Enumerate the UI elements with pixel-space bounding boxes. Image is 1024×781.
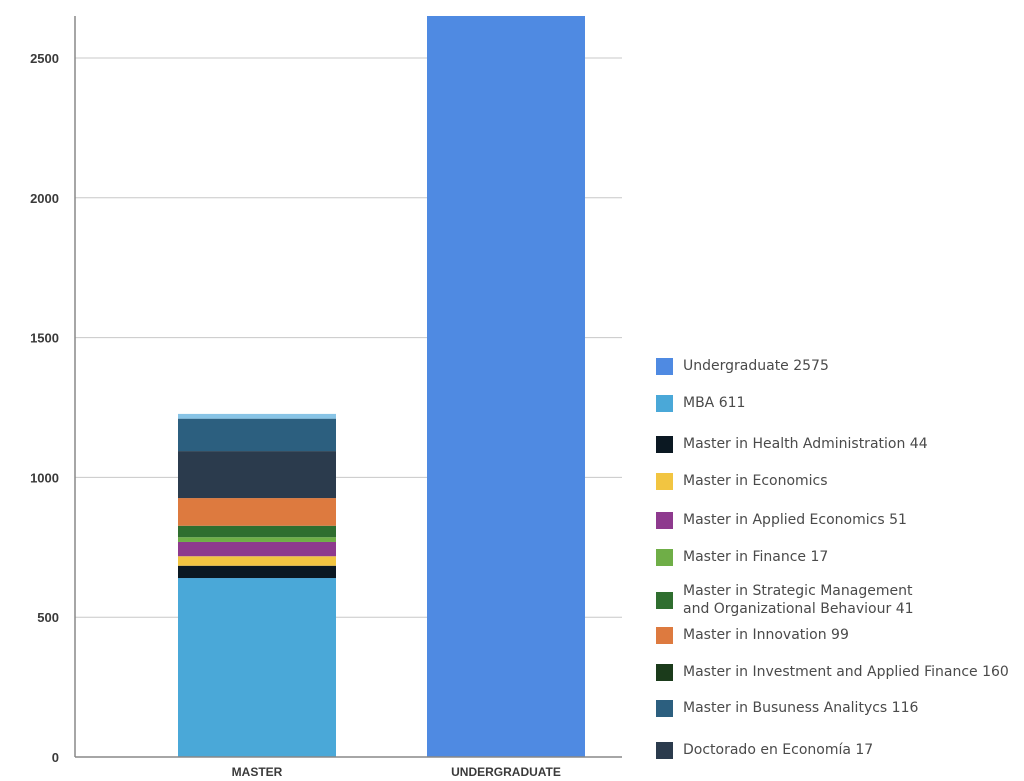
legend-item: Doctorado en Economía 17 [656, 741, 873, 759]
bar-segment [178, 498, 336, 526]
legend-swatch [656, 511, 673, 529]
bar-segment [178, 541, 336, 557]
bars [178, 16, 585, 757]
legend-label: Master in Economics [683, 473, 828, 489]
legend-label: Master in Investment and Applied Finance… [683, 664, 1009, 680]
legend-swatch [656, 548, 673, 566]
legend-label: Master in Finance 17 [683, 549, 829, 565]
bar-segment [178, 451, 336, 499]
bar-segment [178, 556, 336, 566]
legend-item: MBA 611 [656, 394, 745, 412]
y-tick-label: 0 [52, 750, 59, 765]
bar-segment [178, 578, 336, 757]
legend-label: Master in Strategic Management and Organ… [683, 583, 914, 617]
legend-swatch [656, 626, 673, 644]
bar-segment [427, 16, 585, 757]
x-category-label: MASTER [232, 765, 283, 779]
legend-item: Undergraduate 2575 [656, 357, 829, 375]
bar-segment [178, 413, 336, 419]
y-tick-label: 1500 [30, 331, 59, 346]
legend-label: Doctorado en Economía 17 [683, 742, 874, 758]
legend-swatch [656, 591, 673, 609]
legend-swatch [656, 435, 673, 453]
legend-item: Master in Applied Economics 51 [656, 511, 907, 529]
legend-item: Master in Investment and Applied Finance… [656, 663, 1009, 681]
y-tick-label: 2000 [30, 191, 59, 206]
x-category-label: UNDERGRADUATE [451, 765, 561, 779]
legend: Undergraduate 2575 MBA 611 Master in Healt… [656, 0, 1016, 781]
legend-swatch [656, 699, 673, 717]
bar-segment [178, 565, 336, 579]
legend-item: Master in Innovation 99 [656, 626, 849, 644]
legend-item: Master in Finance 17 [656, 548, 828, 566]
legend-label: Master in Health Administration 44 [683, 436, 928, 452]
legend-swatch [656, 472, 673, 490]
legend-label: MBA 611 [683, 395, 746, 411]
y-tick-label: 1000 [30, 470, 59, 485]
legend-label: Master in Applied Economics 51 [683, 512, 907, 528]
legend-swatch [656, 663, 673, 681]
legend-label: Undergraduate 2575 [683, 358, 829, 374]
legend-label: Master in Innovation 99 [683, 627, 849, 643]
legend-item: Master in Strategic Management and Organ… [656, 582, 914, 618]
y-tick-label: 500 [37, 610, 59, 625]
legend-swatch [656, 357, 673, 375]
axis-labels: 0 500 1000 1500 2000 2500 MASTER UNDERGRADUATE [30, 51, 561, 779]
bar-segment [178, 537, 336, 542]
legend-label: Master in Busuness Analitycs 116 [683, 700, 919, 716]
axes [74, 16, 622, 758]
legend-swatch [656, 394, 673, 412]
legend-swatch [656, 741, 673, 759]
y-tick-label: 2500 [30, 51, 59, 66]
legend-item: Master in Economics [656, 472, 828, 490]
bar-segment [178, 525, 336, 538]
legend-item: Master in Busuness Analitycs 116 [656, 699, 918, 717]
bar-segment [178, 418, 336, 452]
legend-item: Master in Health Administration 44 [656, 435, 928, 453]
